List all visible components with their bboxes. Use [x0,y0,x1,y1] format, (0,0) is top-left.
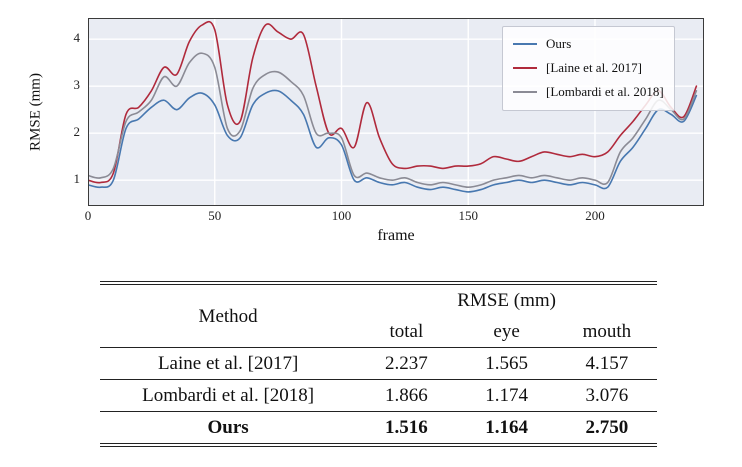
x-axis-ticks: 0 50 100 150 200 [85,208,704,224]
table-row: Ours 1.516 1.164 2.750 [100,412,657,444]
table-bottom-double-rule [100,443,657,447]
col-header-total: total [356,316,457,348]
table-body: Laine et al. [2017] 2.237 1.565 4.157 Lombar… [100,347,657,444]
method-cell: Lombardi et al. [2018] [100,379,357,412]
legend-item-laine: [Laine et al. 2017] [513,56,664,80]
results-table-wrap: Method RMSE (mm) total eye mouth Laine e… [100,281,657,447]
table-row: Laine et al. [2017] 2.237 1.565 4.157 [100,347,657,380]
x-tick-label: 100 [331,208,352,223]
chart-legend: Ours [Laine et al. 2017] [Lombardi et al… [502,26,675,111]
x-tick-label: 50 [208,208,222,223]
results-table: Method RMSE (mm) total eye mouth Laine e… [100,285,657,443]
col-header-mouth: mouth [556,316,657,348]
table-subheader-row: total eye mouth [100,316,657,348]
x-tick-label: 200 [585,208,605,223]
legend-item-ours: Ours [513,32,664,56]
series-line-2 [88,20,698,184]
value-cell: 4.157 [556,347,657,380]
x-tick-label: 0 [84,208,92,223]
y-tick-label: 2 [73,124,81,140]
x-tick-label: 150 [458,208,478,223]
value-cell: 2.750 [585,417,629,438]
table-header-row: Method RMSE (mm) [100,285,657,348]
rmse-group-header: RMSE (mm) [457,290,556,311]
value-cell: 3.076 [556,379,657,412]
series-line-3 [88,52,698,188]
x-axis-label: frame [377,227,415,244]
col-header-eye: eye [456,316,557,348]
method-cell: Ours [207,417,249,438]
legend-label-lombardi: [Lombardi et al. 2018] [546,84,664,99]
value-cell: 1.164 [485,417,528,438]
y-tick-label: 3 [73,77,81,93]
legend-line-swatch-ours [513,43,537,45]
method-cell: Laine et al. [2017] [100,347,357,380]
y-tick-label: 4 [73,30,81,46]
y-axis-ticks: 1 2 3 4 [56,18,82,206]
table-head: Method RMSE (mm) total eye mouth [100,285,657,348]
value-cell: 1.174 [456,379,557,412]
legend-label-laine: [Laine et al. 2017] [546,60,643,75]
table-row: Lombardi et al. [2018] 1.866 1.174 3.076 [100,379,657,412]
legend-line-swatch-laine [513,67,537,69]
legend-item-lombardi: [Lombardi et al. 2018] [513,80,664,104]
value-cell: 1.565 [456,347,557,380]
method-column-header: Method [100,285,357,348]
value-cell: 2.237 [356,347,457,380]
y-axis-label: RMSE (mm) [27,73,44,151]
value-cell: 1.516 [384,417,428,438]
legend-line-swatch-lombardi [513,91,537,93]
legend-label-ours: Ours [546,36,572,51]
value-cell: 1.866 [356,379,457,412]
y-tick-label: 1 [73,171,81,187]
series-line-1 [88,89,698,193]
table-top-double-rule [100,281,657,285]
